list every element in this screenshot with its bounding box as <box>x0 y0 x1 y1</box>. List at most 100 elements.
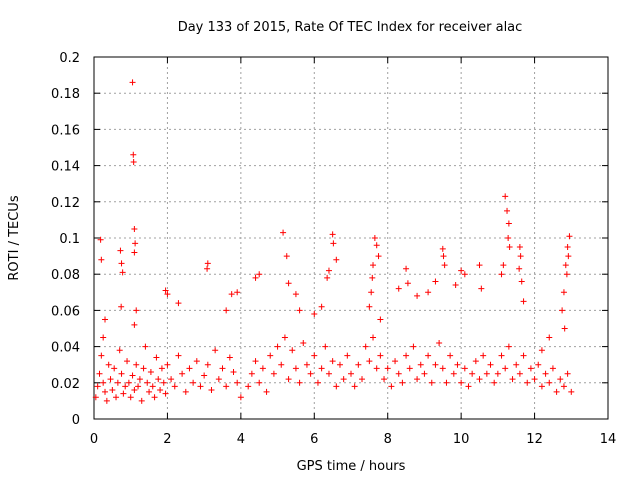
data-point <box>557 376 564 383</box>
data-point <box>127 394 134 401</box>
data-point <box>164 291 171 298</box>
data-point <box>373 242 380 249</box>
data-point <box>373 365 380 372</box>
data-point <box>263 388 270 395</box>
data-point <box>98 352 105 359</box>
data-point <box>469 370 476 377</box>
y-tick-label: 0.06 <box>51 304 80 319</box>
data-point <box>516 265 523 272</box>
data-point <box>458 379 465 386</box>
data-point <box>234 289 241 296</box>
data-point <box>113 394 120 401</box>
data-point <box>136 376 143 383</box>
data-point <box>201 372 208 379</box>
data-point <box>505 343 512 350</box>
data-point <box>215 376 222 383</box>
data-point <box>111 365 118 372</box>
data-point <box>280 229 287 236</box>
data-point <box>307 370 314 377</box>
data-point <box>355 361 362 368</box>
data-point <box>324 274 331 281</box>
data-point <box>560 289 567 296</box>
data-point <box>116 347 123 354</box>
data-point <box>458 267 465 274</box>
data-point <box>340 376 347 383</box>
data-point <box>417 361 424 368</box>
data-point <box>441 262 448 269</box>
x-tick-label: 10 <box>453 432 470 447</box>
data-point <box>406 365 413 372</box>
data-point <box>366 303 373 310</box>
data-point <box>562 262 569 269</box>
data-point <box>450 370 457 377</box>
y-tick-label: 0.04 <box>51 341 80 356</box>
data-point <box>96 370 103 377</box>
data-point <box>381 376 388 383</box>
data-point <box>516 244 523 251</box>
data-point <box>130 158 137 165</box>
data-point <box>443 379 450 386</box>
data-point <box>129 372 136 379</box>
data-point <box>428 379 435 386</box>
data-point <box>158 365 165 372</box>
data-point <box>109 387 116 394</box>
data-point <box>520 352 527 359</box>
data-point <box>157 387 164 394</box>
data-point <box>527 365 534 372</box>
data-point <box>130 151 137 158</box>
data-point <box>132 240 139 247</box>
data-point <box>131 387 138 394</box>
data-point <box>131 321 138 328</box>
data-point <box>160 379 167 386</box>
data-point <box>118 260 125 267</box>
data-point <box>164 361 171 368</box>
data-point <box>344 352 351 359</box>
data-point <box>392 358 399 365</box>
data-point <box>478 285 485 292</box>
data-point <box>366 358 373 365</box>
data-point <box>506 244 513 251</box>
data-point <box>204 265 211 272</box>
data-point <box>538 347 545 354</box>
data-point <box>102 388 109 395</box>
data-point <box>505 220 512 227</box>
x-tick-label: 14 <box>600 432 617 447</box>
data-point <box>404 280 411 287</box>
x-tick-label: 4 <box>237 432 245 447</box>
data-point <box>371 235 378 241</box>
data-point <box>228 291 235 298</box>
data-point <box>124 358 131 365</box>
data-point <box>359 376 366 383</box>
data-point <box>105 361 112 368</box>
data-point <box>498 271 505 278</box>
data-point <box>303 361 310 368</box>
y-tick-label: 0.16 <box>51 123 80 138</box>
data-point <box>518 278 525 285</box>
data-point <box>131 249 138 256</box>
x-tick-label: 6 <box>310 432 318 447</box>
data-point <box>318 365 325 372</box>
data-point <box>414 376 421 383</box>
x-axis-label: GPS time / hours <box>297 459 406 474</box>
data-point <box>432 278 439 285</box>
data-point <box>237 394 244 401</box>
data-point <box>564 244 571 251</box>
data-point <box>175 352 182 359</box>
data-point <box>219 365 226 372</box>
data-point <box>538 383 545 390</box>
data-point <box>147 368 154 375</box>
y-axis-ticks: 0 0.02 0.04 0.06 0.08 0.1 0.12 0.14 0.16 0.18 0.2 <box>51 51 608 428</box>
data-point <box>333 383 340 390</box>
data-point <box>129 79 136 86</box>
data-point <box>175 300 182 307</box>
data-point <box>410 343 417 350</box>
x-axis-ticks: 0 2 4 6 8 10 12 14 <box>90 57 616 447</box>
data-point <box>98 256 105 263</box>
data-point <box>465 383 472 390</box>
data-point <box>351 383 358 390</box>
data-point <box>138 397 145 404</box>
data-point <box>487 361 494 368</box>
y-axis-label: ROTI / TECUs <box>7 195 22 280</box>
data-point <box>322 343 329 350</box>
